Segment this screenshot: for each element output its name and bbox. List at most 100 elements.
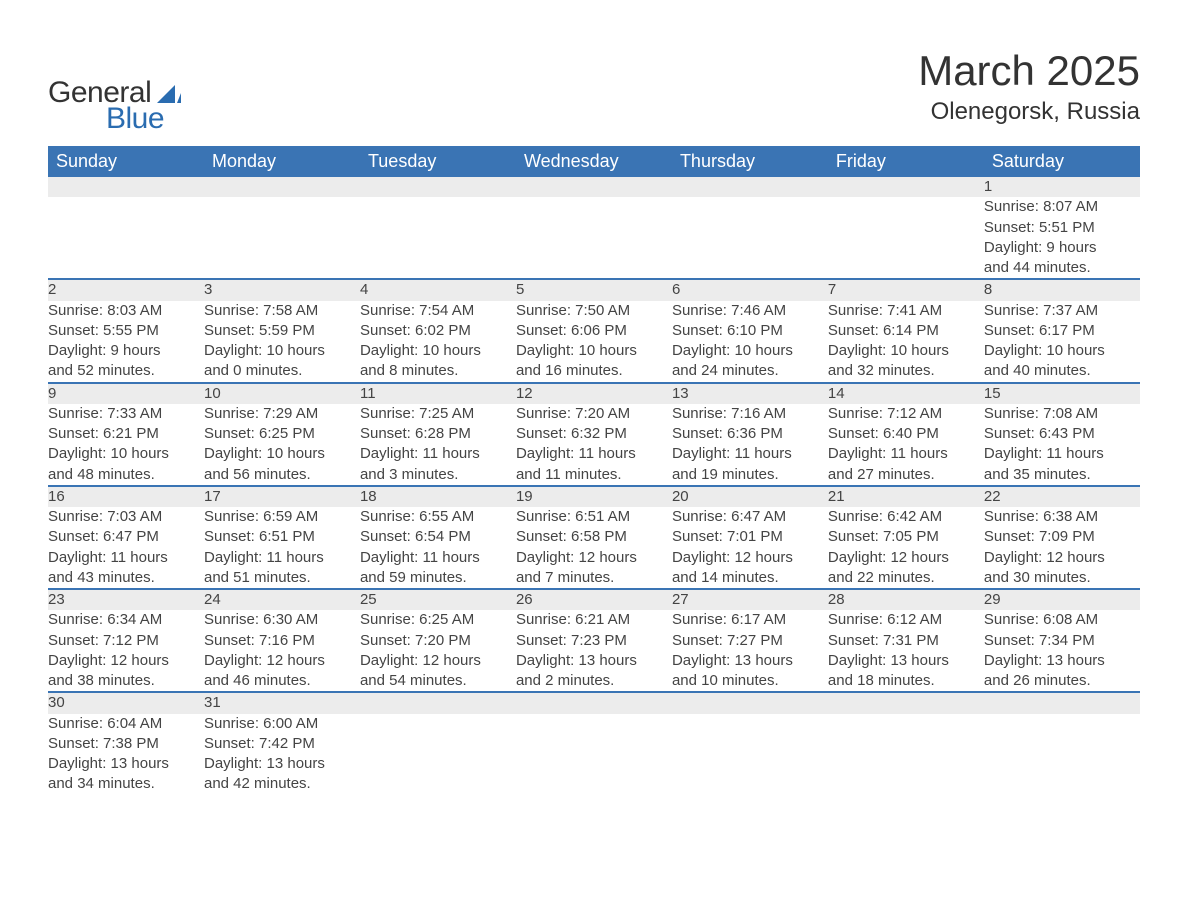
sunset-line: Sunset: 7:23 PM (516, 631, 672, 651)
day-cell (360, 197, 516, 279)
daylight-line: and 32 minutes. (828, 361, 984, 381)
sunrise-line: Sunrise: 7:58 AM (204, 301, 360, 321)
brand-logo: General Blue (48, 76, 181, 136)
daylight-line: Daylight: 12 hours (672, 548, 828, 568)
sunrise-line: Sunrise: 6:59 AM (204, 507, 360, 527)
daylight-line: and 40 minutes. (984, 361, 1140, 381)
day-number: 18 (360, 486, 516, 507)
sunset-line: Sunset: 7:05 PM (828, 527, 984, 547)
sunset-line: Sunset: 6:06 PM (516, 321, 672, 341)
sunrise-line: Sunrise: 7:50 AM (516, 301, 672, 321)
day-number: 19 (516, 486, 672, 507)
daylight-line: and 2 minutes. (516, 671, 672, 691)
day-number: 30 (48, 692, 204, 713)
daylight-line: Daylight: 10 hours (204, 444, 360, 464)
daylight-line: Daylight: 12 hours (204, 651, 360, 671)
day-header-row: Sunday Monday Tuesday Wednesday Thursday… (48, 146, 1140, 177)
sunrise-line: Sunrise: 6:55 AM (360, 507, 516, 527)
day-cell (516, 714, 672, 795)
sunset-line: Sunset: 7:01 PM (672, 527, 828, 547)
day-number: 22 (984, 486, 1140, 507)
sunset-line: Sunset: 6:32 PM (516, 424, 672, 444)
sunrise-line: Sunrise: 6:47 AM (672, 507, 828, 527)
day-data-row: Sunrise: 6:04 AMSunset: 7:38 PMDaylight:… (48, 714, 1140, 795)
daylight-line: Daylight: 13 hours (516, 651, 672, 671)
sunset-line: Sunset: 6:54 PM (360, 527, 516, 547)
sunrise-line: Sunrise: 7:33 AM (48, 404, 204, 424)
sunset-line: Sunset: 6:17 PM (984, 321, 1140, 341)
daylight-line: and 19 minutes. (672, 465, 828, 485)
day-cell (672, 714, 828, 795)
daylight-line: Daylight: 10 hours (360, 341, 516, 361)
sunset-line: Sunset: 6:43 PM (984, 424, 1140, 444)
day-number (828, 177, 984, 197)
day-number: 2 (48, 279, 204, 300)
day-number: 10 (204, 383, 360, 404)
day-number: 21 (828, 486, 984, 507)
sunset-line: Sunset: 7:12 PM (48, 631, 204, 651)
daylight-line: Daylight: 11 hours (48, 548, 204, 568)
day-cell: Sunrise: 7:58 AMSunset: 5:59 PMDaylight:… (204, 301, 360, 383)
sunrise-line: Sunrise: 6:30 AM (204, 610, 360, 630)
daylight-line: Daylight: 11 hours (672, 444, 828, 464)
day-number: 1 (984, 177, 1140, 197)
day-cell (828, 714, 984, 795)
day-number (828, 692, 984, 713)
day-number: 15 (984, 383, 1140, 404)
sunset-line: Sunset: 7:27 PM (672, 631, 828, 651)
daylight-line: and 56 minutes. (204, 465, 360, 485)
daylight-line: and 52 minutes. (48, 361, 204, 381)
sunrise-line: Sunrise: 6:25 AM (360, 610, 516, 630)
page: General Blue March 2025 Olenegorsk, Russ… (0, 0, 1188, 795)
sunrise-line: Sunrise: 8:07 AM (984, 197, 1140, 217)
dayhdr-sat: Saturday (984, 146, 1140, 177)
sunrise-line: Sunrise: 7:25 AM (360, 404, 516, 424)
day-number: 8 (984, 279, 1140, 300)
sunset-line: Sunset: 5:59 PM (204, 321, 360, 341)
sunset-line: Sunset: 6:02 PM (360, 321, 516, 341)
day-data-row: Sunrise: 6:34 AMSunset: 7:12 PMDaylight:… (48, 610, 1140, 692)
daylight-line: Daylight: 13 hours (828, 651, 984, 671)
day-cell: Sunrise: 6:34 AMSunset: 7:12 PMDaylight:… (48, 610, 204, 692)
daylight-line: and 26 minutes. (984, 671, 1140, 691)
sunrise-line: Sunrise: 7:08 AM (984, 404, 1140, 424)
sunrise-line: Sunrise: 6:04 AM (48, 714, 204, 734)
daylight-line: and 48 minutes. (48, 465, 204, 485)
day-cell: Sunrise: 7:20 AMSunset: 6:32 PMDaylight:… (516, 404, 672, 486)
day-number: 28 (828, 589, 984, 610)
daynum-row: 1 (48, 177, 1140, 197)
day-number: 29 (984, 589, 1140, 610)
calendar-body: 1Sunrise: 8:07 AMSunset: 5:51 PMDaylight… (48, 177, 1140, 795)
sunrise-line: Sunrise: 6:34 AM (48, 610, 204, 630)
dayhdr-mon: Monday (204, 146, 360, 177)
day-number (672, 177, 828, 197)
day-cell: Sunrise: 7:03 AMSunset: 6:47 PMDaylight:… (48, 507, 204, 589)
day-cell (672, 197, 828, 279)
daylight-line: Daylight: 11 hours (204, 548, 360, 568)
daylight-line: and 30 minutes. (984, 568, 1140, 588)
sunset-line: Sunset: 7:38 PM (48, 734, 204, 754)
daylight-line: and 54 minutes. (360, 671, 516, 691)
sunset-line: Sunset: 6:36 PM (672, 424, 828, 444)
day-number: 20 (672, 486, 828, 507)
day-number: 6 (672, 279, 828, 300)
day-number (516, 177, 672, 197)
day-number: 16 (48, 486, 204, 507)
sunrise-line: Sunrise: 7:03 AM (48, 507, 204, 527)
day-number (48, 177, 204, 197)
daylight-line: and 59 minutes. (360, 568, 516, 588)
day-cell: Sunrise: 7:50 AMSunset: 6:06 PMDaylight:… (516, 301, 672, 383)
daylight-line: Daylight: 11 hours (984, 444, 1140, 464)
daylight-line: and 51 minutes. (204, 568, 360, 588)
sunrise-line: Sunrise: 7:37 AM (984, 301, 1140, 321)
day-number: 3 (204, 279, 360, 300)
day-cell: Sunrise: 6:38 AMSunset: 7:09 PMDaylight:… (984, 507, 1140, 589)
day-cell (828, 197, 984, 279)
title-block: March 2025 Olenegorsk, Russia (918, 48, 1140, 126)
sunset-line: Sunset: 6:58 PM (516, 527, 672, 547)
daylight-line: Daylight: 13 hours (672, 651, 828, 671)
dayhdr-thu: Thursday (672, 146, 828, 177)
daylight-line: and 16 minutes. (516, 361, 672, 381)
sunset-line: Sunset: 6:10 PM (672, 321, 828, 341)
day-cell: Sunrise: 7:08 AMSunset: 6:43 PMDaylight:… (984, 404, 1140, 486)
